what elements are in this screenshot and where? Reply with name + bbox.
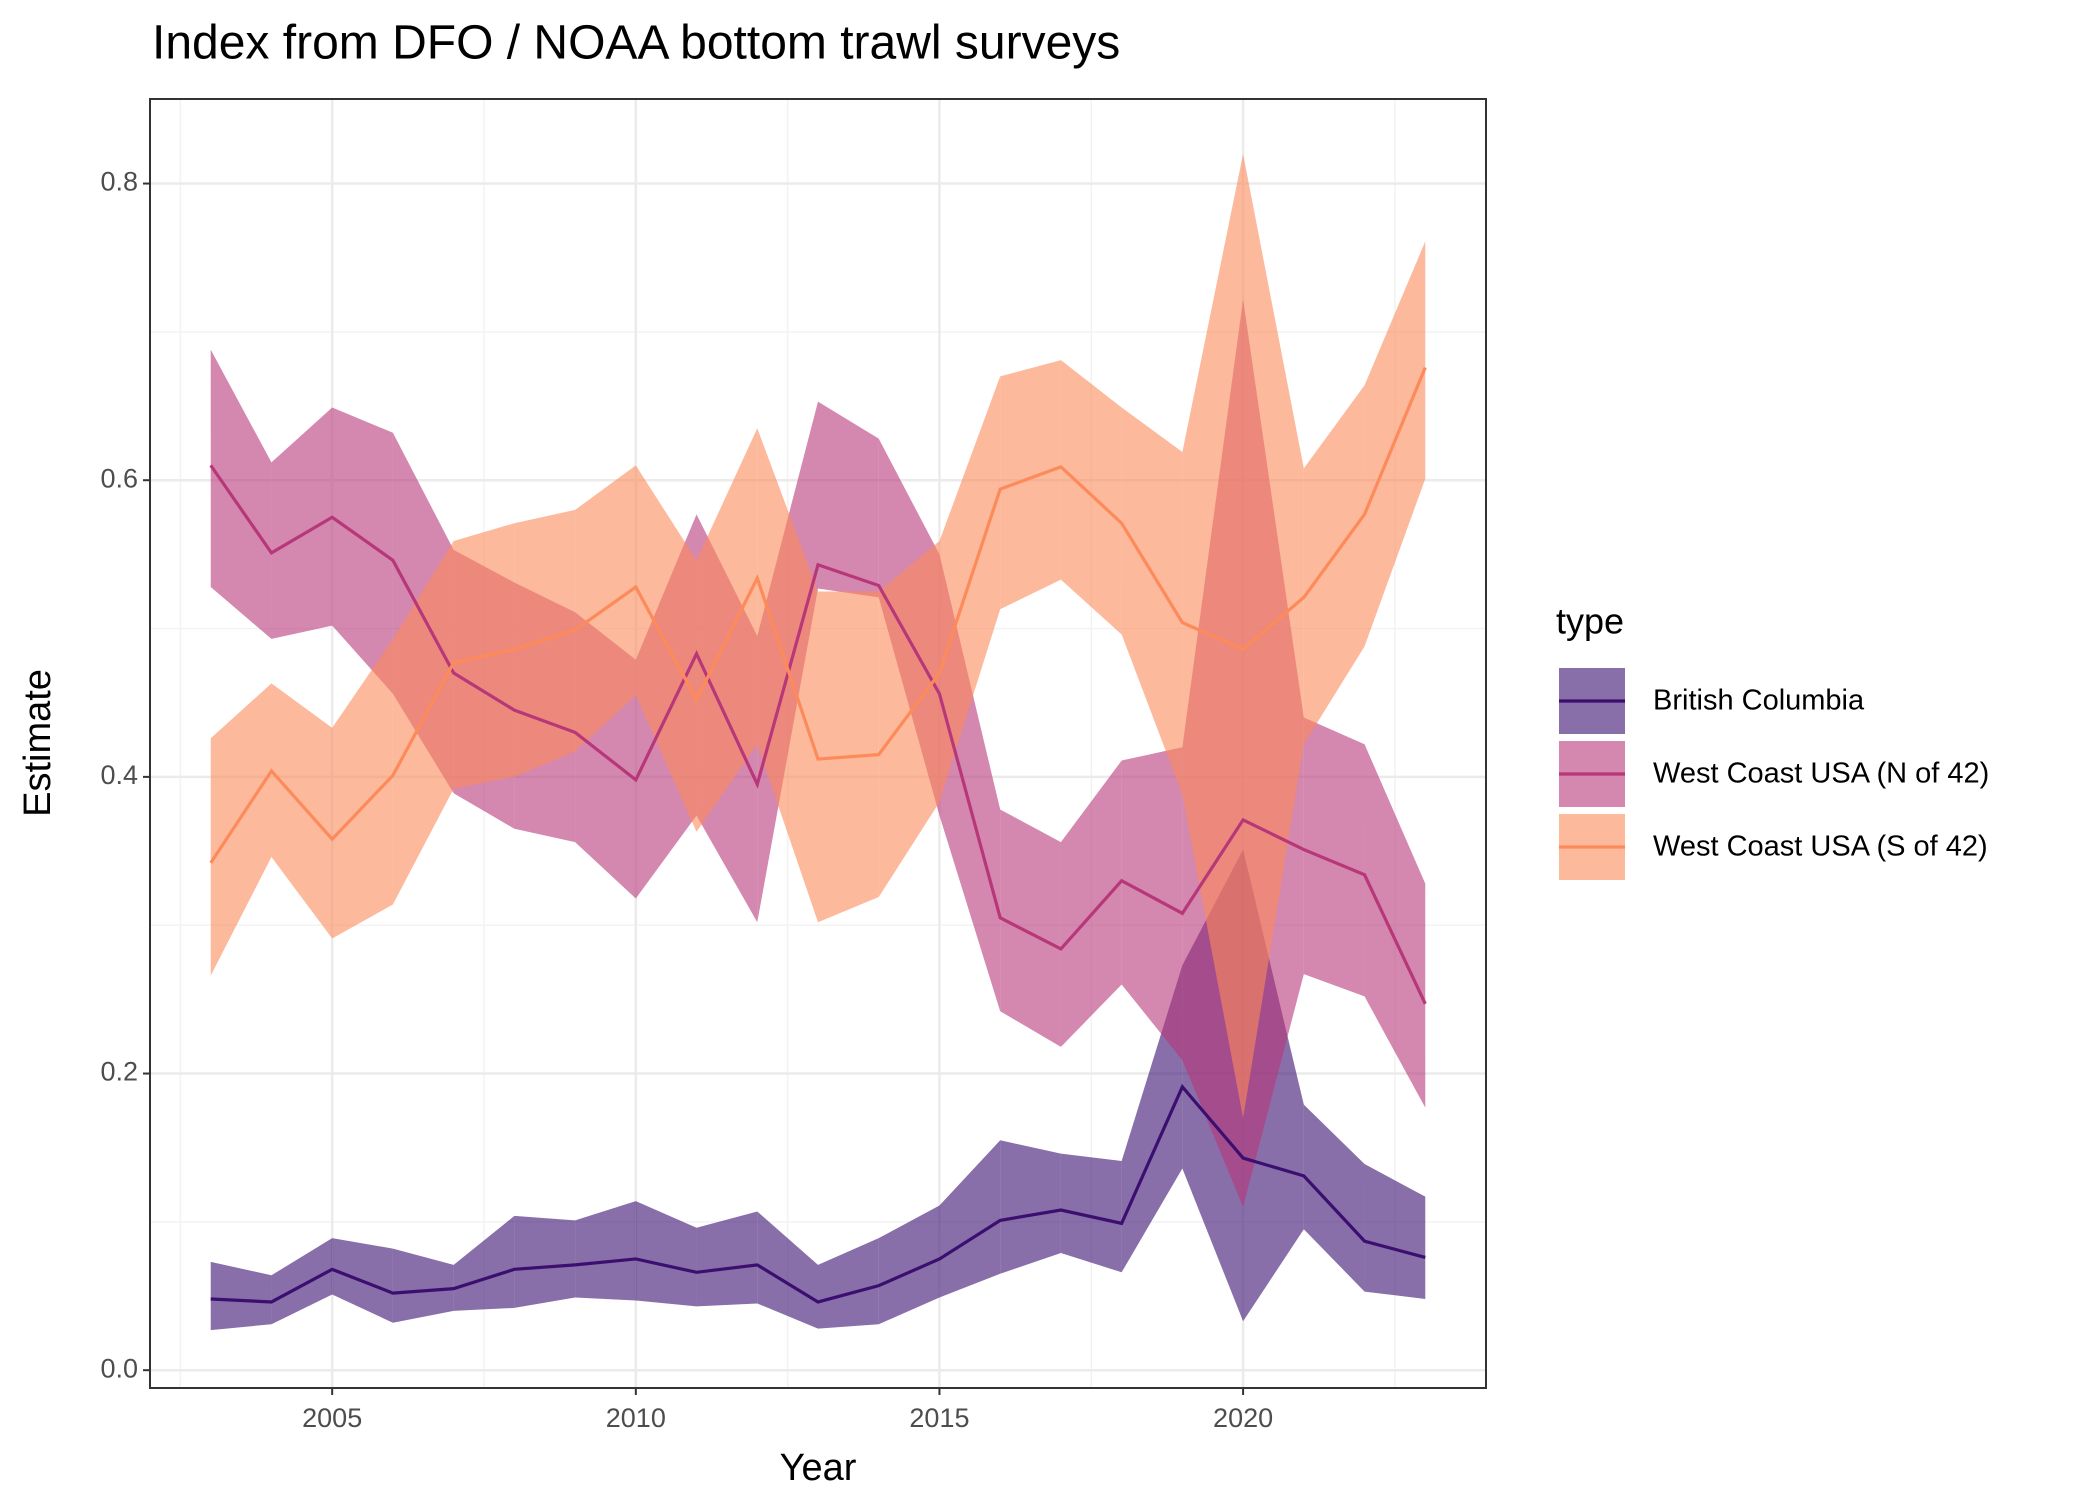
- ribbon-segment: [1303, 717, 1365, 997]
- ribbon-segment: [332, 407, 393, 694]
- x-tick-label: 2010: [606, 1403, 666, 1433]
- ribbon-segment: [392, 1248, 454, 1323]
- ribbon-segment: [210, 1261, 272, 1331]
- series-line: [210, 1083, 1426, 1304]
- ribbon-segment: [453, 1215, 515, 1311]
- ribbon-segment: [939, 376, 1001, 803]
- ribbon-segment: [1060, 1153, 1122, 1273]
- ribbon-segment: [1303, 385, 1365, 745]
- ribbon-segment: [514, 1215, 576, 1308]
- y-tick-label: 0.0: [100, 1353, 138, 1383]
- ribbon-segment: [1000, 1140, 1061, 1274]
- series-line: [209, 464, 1427, 1005]
- ribbon-segment: [818, 401, 879, 598]
- legend-label: British Columbia: [1653, 685, 1865, 717]
- ribbon-segment: [1364, 1164, 1426, 1300]
- y-axis-title: Estimate: [17, 669, 59, 817]
- y-tick-label: 0.4: [100, 760, 138, 790]
- ribbon-segment: [939, 1140, 1001, 1298]
- ribbon-segment: [392, 541, 454, 905]
- ribbon-segment: [696, 428, 758, 832]
- panel-border: [149, 98, 1487, 1389]
- ribbon-segment: [1303, 1104, 1365, 1292]
- y-tick-label: 0.8: [100, 167, 138, 197]
- x-tick-label: 2020: [1213, 1403, 1273, 1433]
- legend-label: West Coast USA (S of 42): [1653, 831, 1988, 863]
- ribbon-segment: [210, 349, 272, 639]
- series-line: [209, 366, 1427, 864]
- x-axis-title: Year: [780, 1447, 857, 1489]
- ribbon-segment: [1000, 360, 1061, 610]
- ribbon-segment: [210, 683, 272, 976]
- ribbon-segment: [1000, 809, 1061, 1047]
- ribbon-segment: [757, 1211, 818, 1329]
- ribbon-segment: [1060, 760, 1122, 1047]
- ribbon-segment: [635, 1201, 697, 1307]
- x-tick-label: 2005: [302, 1403, 362, 1433]
- ribbon-segment: [575, 1201, 636, 1301]
- ribbon-segment: [1121, 965, 1183, 1273]
- y-tick-label: 0.6: [100, 463, 138, 493]
- ribbon-segment: [635, 465, 697, 832]
- ribbon-segment: [271, 407, 333, 639]
- ribbon-segment: [1364, 744, 1426, 1108]
- ribbon-segment: [1060, 360, 1122, 635]
- x-tick-label: 2015: [909, 1403, 969, 1433]
- y-tick-label: 0.2: [100, 1057, 138, 1087]
- ribbon-segment: [514, 509, 576, 777]
- ribbon-segment: [818, 1238, 879, 1329]
- ribbon-segment: [878, 1205, 940, 1325]
- ribbon-segment: [1121, 407, 1183, 795]
- ribbon-segment: [332, 638, 393, 939]
- legend-label: West Coast USA (N of 42): [1653, 758, 1989, 790]
- ribbon-segment: [1243, 153, 1304, 1119]
- ribbon-segment: [271, 1238, 333, 1325]
- ribbon-segment: [271, 683, 333, 939]
- legend-title: type: [1556, 601, 1624, 642]
- ribbon-segment: [696, 1211, 758, 1307]
- chart-title: Index from DFO / NOAA bottom trawl surve…: [152, 17, 1120, 70]
- ribbon-segment: [1121, 747, 1183, 1061]
- ribbon-segment: [878, 541, 940, 898]
